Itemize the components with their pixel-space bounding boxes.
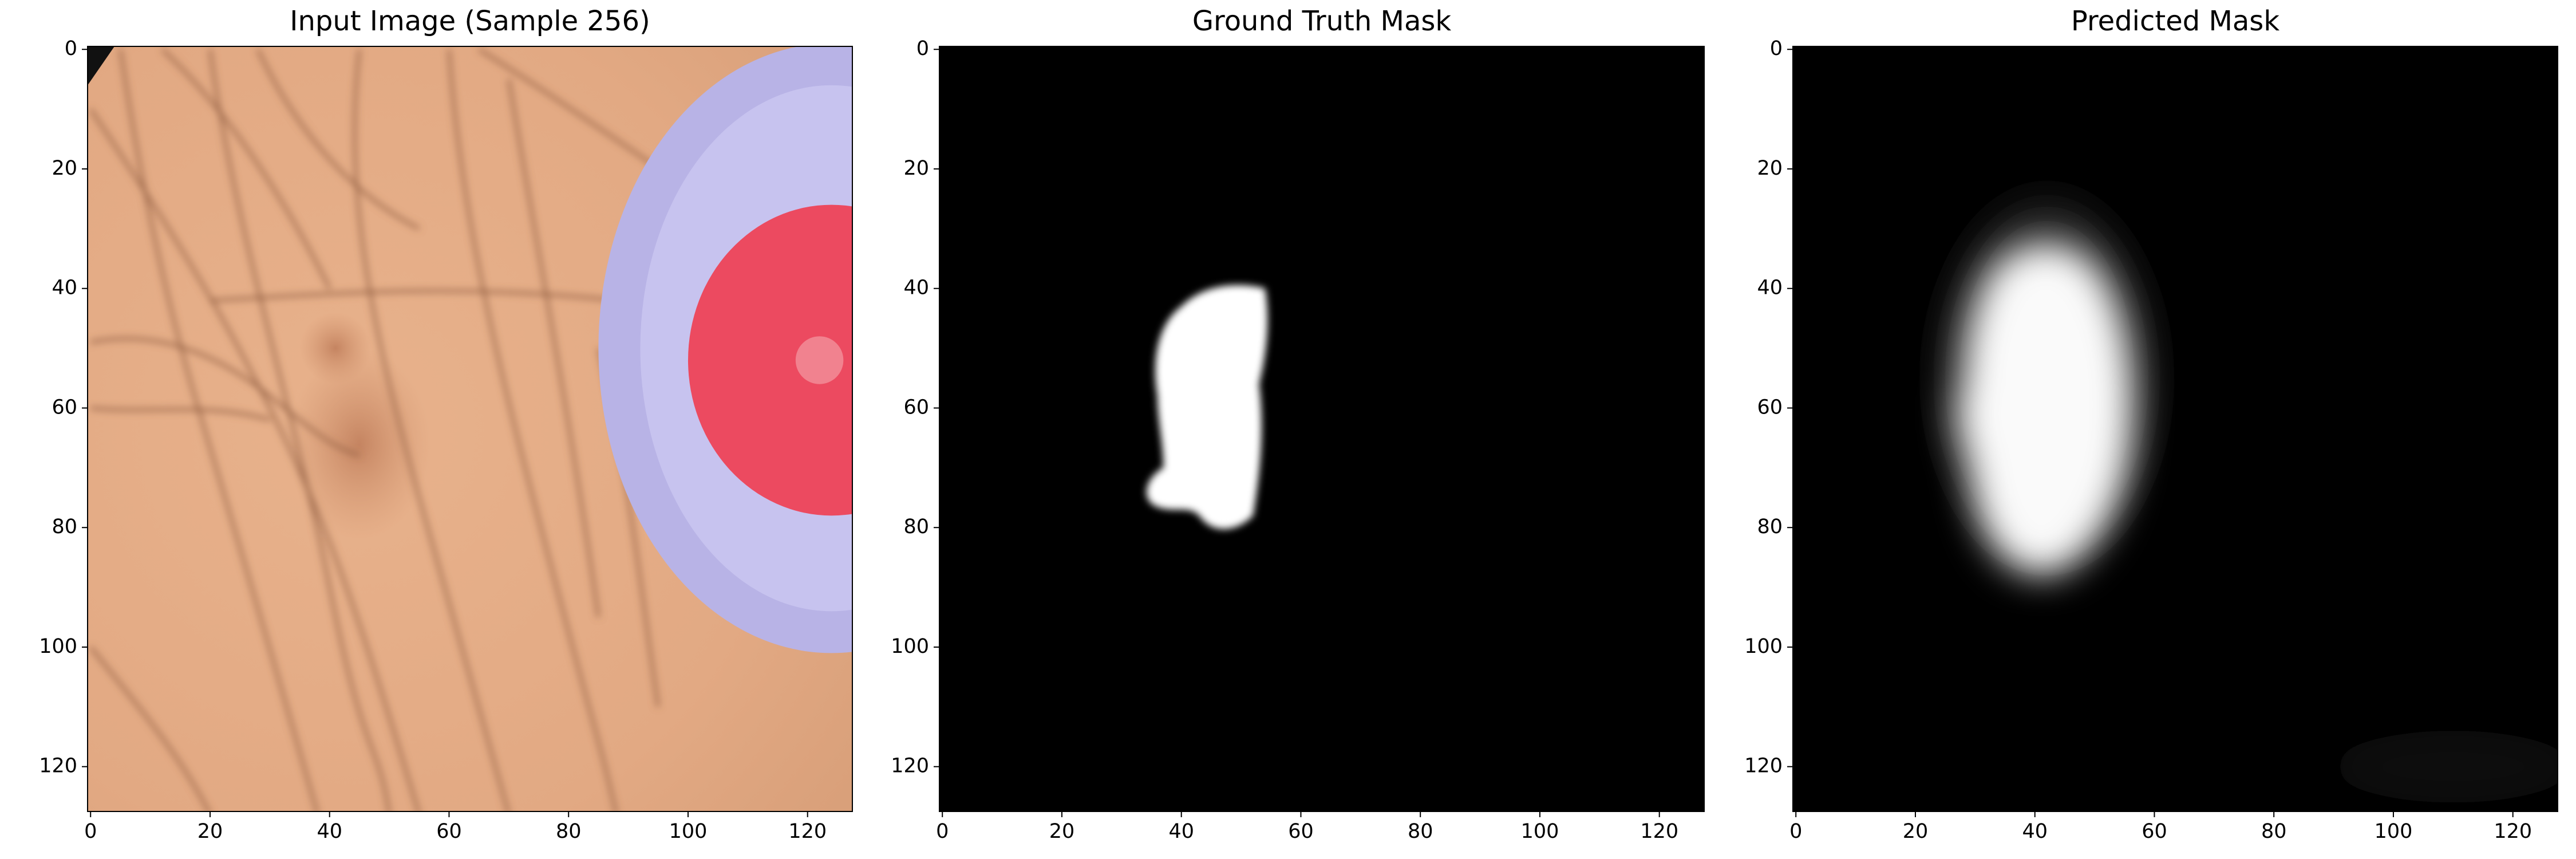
y-tick-label: 60	[1757, 396, 1783, 419]
y-tick-label: 40	[903, 277, 929, 300]
x-tick-label: 40	[1168, 820, 1194, 843]
y-tick-label: 0	[1770, 37, 1783, 60]
x-tick-label: 80	[556, 820, 582, 843]
y-tick-label: 40	[52, 277, 77, 300]
y-tick-label: 100	[39, 635, 77, 658]
x-tick-label: 60	[436, 820, 462, 843]
x-tick-label: 120	[1640, 820, 1678, 843]
y-tick-label: 60	[903, 396, 929, 419]
x-tick-label: 60	[1288, 820, 1314, 843]
y-tick-label: 20	[903, 157, 929, 180]
x-tick-label: 120	[788, 820, 827, 843]
y-tick-label: 120	[39, 755, 77, 778]
y-tick-label: 60	[52, 396, 77, 419]
y-tick-label: 120	[891, 755, 929, 778]
x-tick-label: 100	[1521, 820, 1559, 843]
y-tick-label: 100	[1744, 635, 1783, 658]
y-tick-label: 80	[903, 515, 929, 538]
x-tick-label: 80	[2261, 820, 2287, 843]
y-tick-label: 40	[1757, 277, 1783, 300]
x-tick-label: 0	[936, 820, 949, 843]
x-tick-label: 100	[2374, 820, 2413, 843]
chart-title: Ground Truth Mask	[1192, 5, 1452, 37]
input-image	[88, 46, 852, 811]
y-tick-label: 20	[1757, 157, 1783, 180]
x-tick-label: 20	[197, 820, 223, 843]
y-tick-label: 20	[52, 157, 77, 180]
y-tick-label: 100	[891, 635, 929, 658]
x-tick-label: 40	[317, 820, 342, 843]
chart-title: Input Image (Sample 256)	[290, 5, 650, 37]
ground-truth-image	[939, 46, 1704, 811]
y-tick-label: 0	[65, 37, 77, 60]
axes-frame	[87, 46, 853, 812]
x-tick-label: 0	[84, 820, 97, 843]
axes-frame	[939, 46, 1705, 812]
x-tick-label: 80	[1408, 820, 1433, 843]
x-tick-label: 0	[1789, 820, 1802, 843]
x-tick-label: 60	[2142, 820, 2167, 843]
y-tick-label: 80	[1757, 515, 1783, 538]
y-tick-label: 0	[916, 37, 929, 60]
x-tick-label: 100	[669, 820, 708, 843]
chart-title: Predicted Mask	[2071, 5, 2279, 37]
x-tick-label: 120	[2494, 820, 2532, 843]
axes-frame	[1792, 46, 2558, 812]
x-tick-label: 20	[1903, 820, 1929, 843]
x-tick-label: 40	[2022, 820, 2048, 843]
predicted-image	[1793, 46, 2558, 811]
x-tick-label: 20	[1049, 820, 1075, 843]
y-tick-label: 120	[1744, 755, 1783, 778]
y-tick-label: 80	[52, 515, 77, 538]
